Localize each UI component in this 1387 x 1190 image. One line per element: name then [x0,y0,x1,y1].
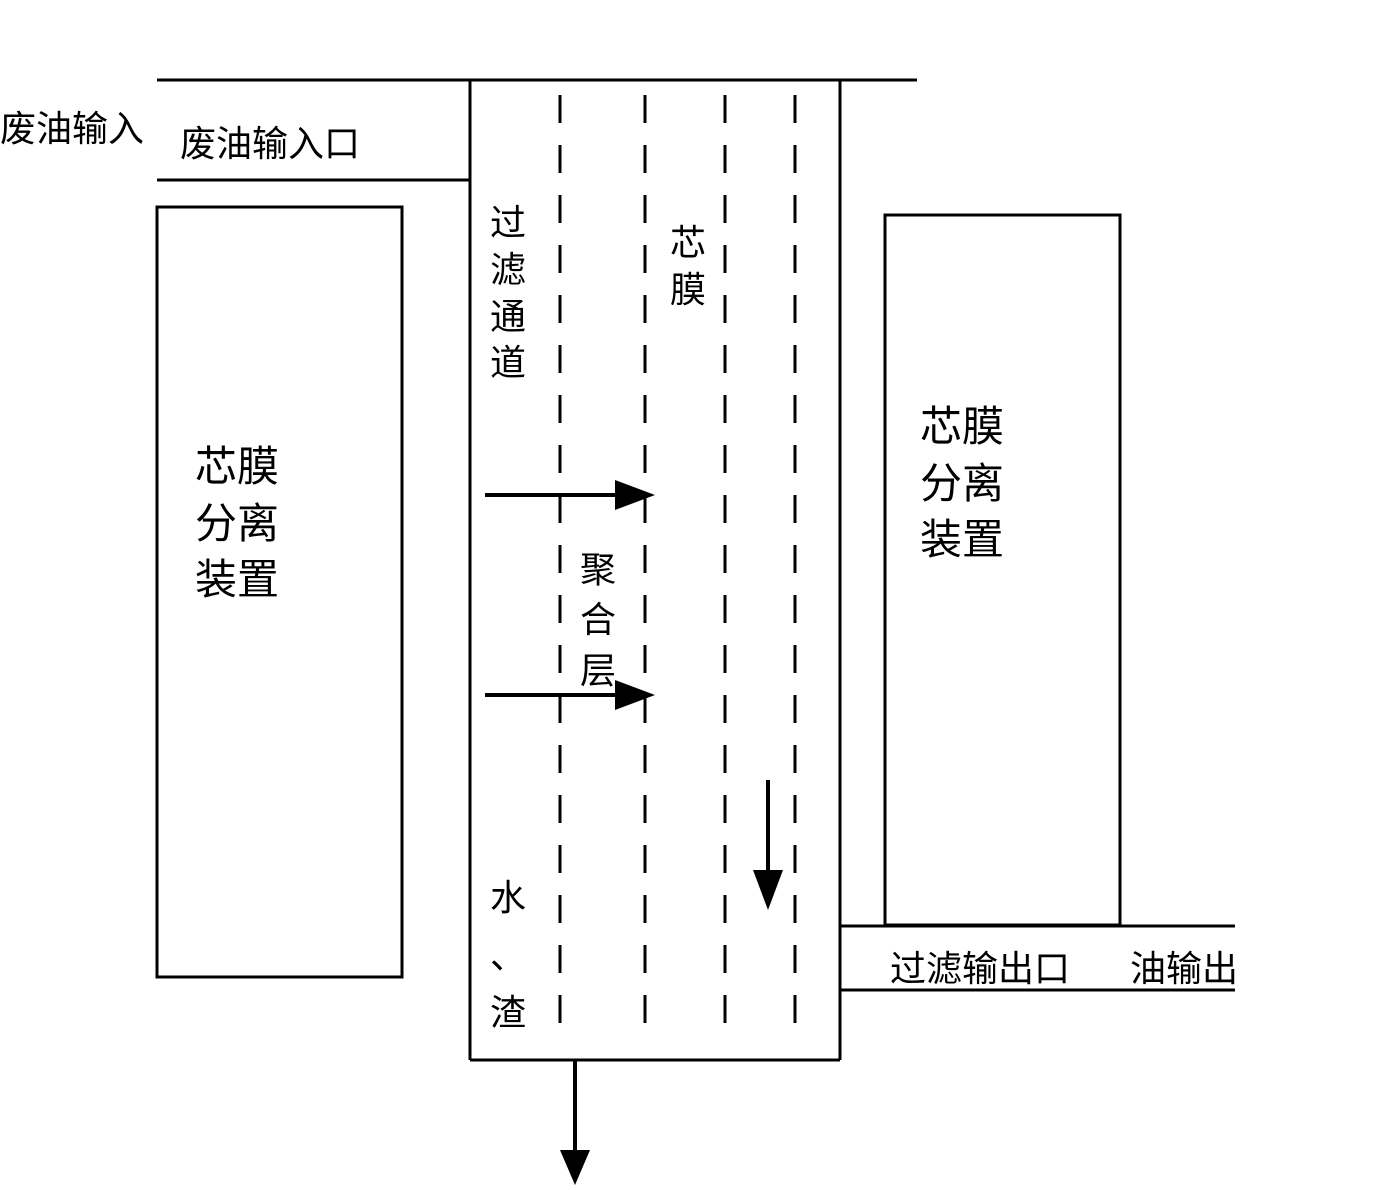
waste-oil-input-text: 废油输入 [0,109,144,149]
left-separator-label: 芯膜 分离 装置 [195,440,279,610]
filter-outlet-text: 过滤输出口 [890,949,1070,989]
oil-output-text: 油输出 [1130,949,1238,989]
separation-diagram: 废油输入 废油输入口 过 滤 通 道 芯 膜 聚 合 层 芯膜 分离 装置 芯膜… [0,0,1387,1190]
water-residue-label: 水 、 渣 [490,870,526,1043]
right-separator-label: 芯膜 分离 装置 [920,400,1004,570]
core-membrane-label: 芯 膜 [670,220,706,314]
oil-output-label: 油输出 [1130,940,1238,992]
filter-outlet-label: 过滤输出口 [890,940,1070,992]
waste-oil-inlet-label: 废油输入口 [180,115,360,167]
filter-channel-label: 过 滤 通 道 [490,200,526,387]
polymer-layer-label: 聚 合 层 [580,545,616,696]
waste-oil-inlet-text: 废油输入口 [180,124,360,164]
waste-oil-input-label: 废油输入 [0,100,144,152]
